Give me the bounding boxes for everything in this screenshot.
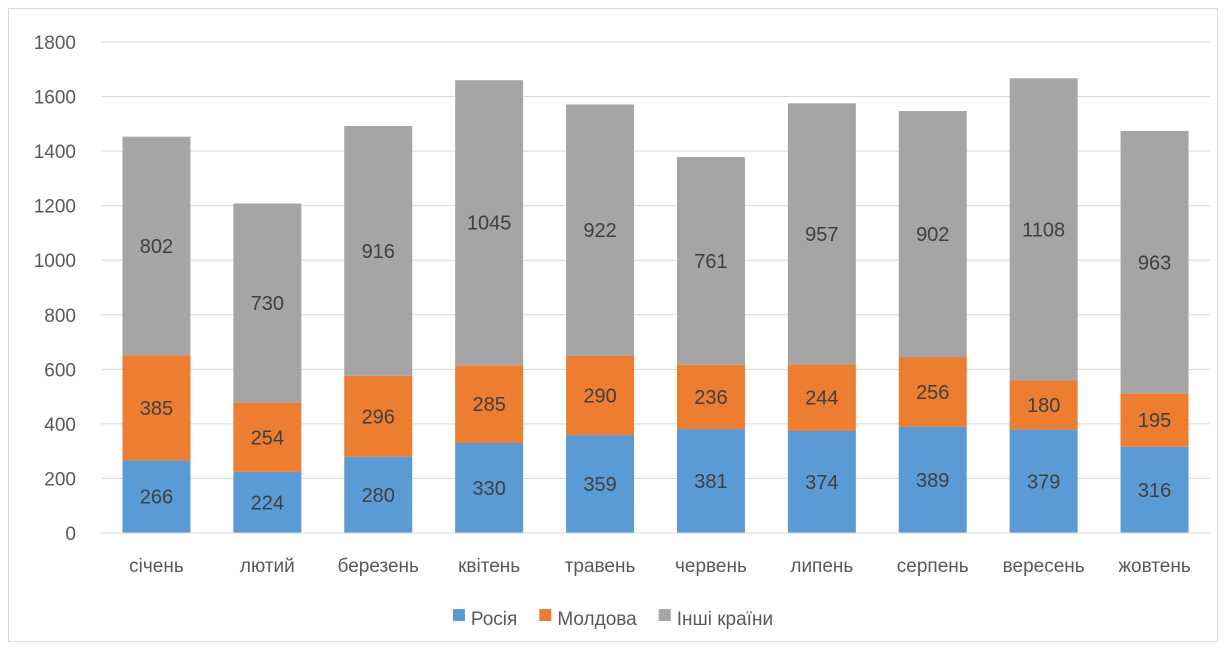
y-tick-label: 1800 [34, 33, 76, 54]
data-label: 374 [805, 472, 838, 494]
bar-segment [122, 355, 191, 461]
data-label: 802 [140, 236, 173, 258]
data-label: 244 [805, 388, 838, 410]
y-tick-label: 1600 [34, 88, 76, 109]
bar-segment [455, 365, 524, 443]
x-tick-label: червень [675, 556, 747, 577]
bar-segment [1120, 130, 1189, 394]
x-tick-label: січень [129, 556, 184, 577]
bar-segment [676, 157, 745, 365]
y-axis: 0 200 400 600 800 1000 1200 1400 1600 1800 [34, 33, 76, 545]
bar-segment [233, 402, 302, 472]
data-label: 280 [362, 485, 395, 507]
bar-segment [455, 442, 524, 533]
bar-segment [898, 426, 967, 533]
legend-swatch [539, 609, 552, 621]
data-label: 224 [251, 492, 284, 514]
data-label: 379 [1027, 471, 1060, 493]
bar-segment [787, 430, 856, 533]
x-axis: січень лютий березень квітень травень червень… [101, 532, 1210, 577]
bar-segment [787, 364, 856, 431]
y-tick-label: 400 [44, 415, 76, 436]
data-label: 180 [1027, 395, 1060, 417]
y-tick-label: 0 [65, 524, 76, 545]
data-label: 359 [583, 474, 616, 496]
data-label: 922 [583, 220, 616, 242]
data-label: 256 [916, 382, 949, 404]
bar-segment [1120, 446, 1189, 533]
bar-segment [344, 126, 413, 376]
y-tick-label: 200 [44, 469, 76, 490]
bar-segment [344, 456, 413, 533]
bar-segment [1009, 380, 1078, 430]
data-labels: 266 385 802 224 254 730 280 296 916 330 285 1045 359… [140, 213, 1171, 515]
data-label: 385 [140, 398, 173, 420]
x-tick-label: липень [790, 556, 853, 577]
bar-segment [566, 435, 635, 533]
legend-swatch [452, 609, 465, 621]
y-tick-label: 1000 [34, 251, 76, 272]
bar-segment [233, 471, 302, 533]
data-label: 957 [805, 224, 838, 246]
legend-label: Інші країни [677, 609, 773, 630]
data-label: 330 [472, 478, 505, 500]
x-tick-label: березень [338, 556, 420, 577]
bar-segment [1009, 429, 1078, 533]
bar-segment [787, 103, 856, 365]
data-label: 916 [362, 241, 395, 263]
bar-segment [898, 357, 967, 427]
data-label: 195 [1138, 410, 1171, 432]
bar-segment [233, 203, 302, 403]
bar-segment [122, 136, 191, 356]
data-label: 730 [251, 293, 284, 315]
data-label: 389 [916, 470, 949, 492]
data-label: 1108 [1022, 219, 1065, 241]
bar-segment [1120, 393, 1189, 447]
x-tick-label: жовтень [1118, 556, 1191, 577]
x-tick-label: лютий [240, 556, 295, 577]
bar-segment [344, 375, 413, 457]
legend-label: Молдова [557, 609, 637, 630]
legend-label: Росія [471, 609, 517, 630]
x-tick-label: травень [565, 556, 636, 577]
bar-segment [566, 355, 635, 436]
data-label: 266 [140, 487, 173, 509]
y-tick-label: 600 [44, 360, 76, 381]
bar-segment [676, 364, 745, 430]
y-tick-label: 800 [44, 306, 76, 327]
data-label: 1045 [467, 213, 512, 235]
y-tick-label: 1200 [34, 197, 76, 218]
bar-segment [122, 460, 191, 533]
data-label: 902 [916, 224, 949, 246]
bar-segment [898, 111, 967, 358]
data-label: 963 [1138, 252, 1171, 274]
data-label: 761 [694, 251, 727, 273]
legend: Росія Молдова Інші країни [452, 609, 773, 630]
x-tick-label: серпень [897, 556, 969, 577]
bar-segment [676, 429, 745, 533]
x-tick-label: вересень [1003, 556, 1085, 577]
data-label: 236 [694, 387, 727, 409]
y-tick-label: 1400 [34, 142, 76, 163]
data-label: 285 [472, 394, 505, 416]
data-label: 296 [362, 406, 395, 428]
bar-segment [566, 104, 635, 356]
bar-segment [1009, 78, 1078, 381]
bars [122, 78, 1189, 533]
data-label: 254 [251, 427, 284, 449]
legend-swatch [658, 609, 671, 621]
bar-segment [455, 80, 524, 366]
x-tick-label: квітень [458, 556, 520, 577]
data-label: 290 [583, 386, 616, 408]
data-label: 381 [694, 471, 727, 493]
data-label: 316 [1138, 480, 1171, 502]
